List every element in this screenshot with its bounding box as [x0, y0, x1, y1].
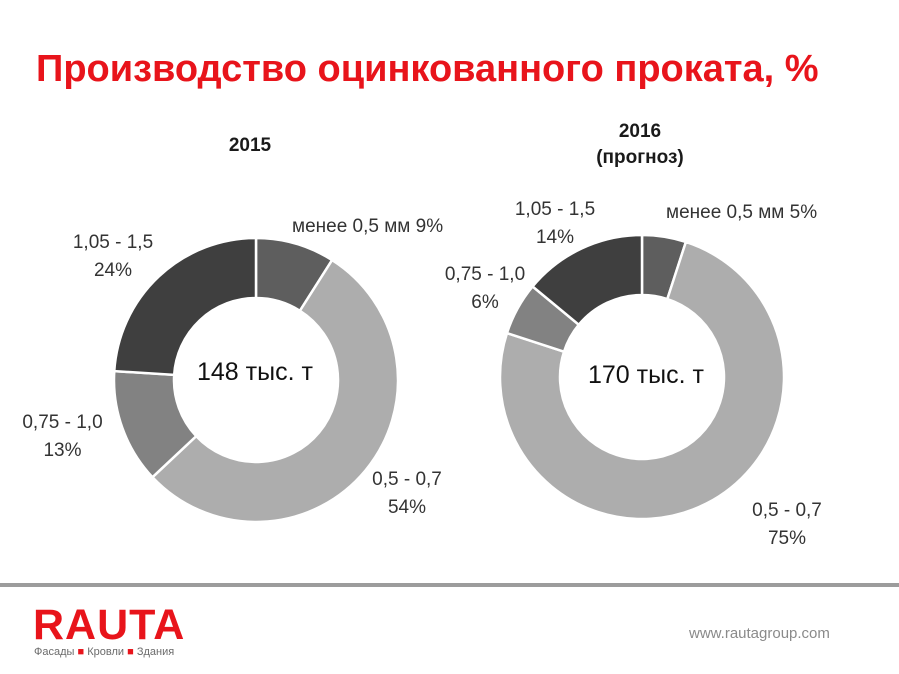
slice-label: 0,5 - 0,7 [372, 469, 442, 490]
slice-value: 75% [767, 528, 807, 549]
chart-2016-subtitle: (прогноз) [596, 147, 684, 168]
chart-2016-label-thin: менее 0,5 мм 5% [666, 199, 817, 227]
slice-label: менее 0,5 мм [292, 216, 411, 237]
slice-label: менее 0,5 мм [666, 202, 785, 223]
chart-2015-slice-4 [112, 236, 258, 377]
chart-2016-slice-4 [530, 233, 644, 327]
rauta-logo: RAUTA [33, 601, 186, 649]
chart-2016-label-1.05: 1,05 - 1,5 14% [490, 196, 620, 252]
chart-2016-slice-2 [498, 240, 786, 521]
chart-2015-label-1.05: 1,05 - 1,5 24% [48, 229, 178, 285]
chart-2015-label-0.75: 0,75 - 1,0 13% [0, 409, 125, 465]
slice-label: 1,05 - 1,5 [514, 199, 596, 220]
slice-label: 1,05 - 1,5 [72, 232, 154, 253]
tagline-item: Фасады [34, 646, 75, 658]
slice-value: 54% [387, 497, 427, 518]
slice-value: 14% [535, 227, 575, 248]
chart-2015-label-0.5: 0,5 - 0,7 54% [342, 466, 472, 522]
tagline-item: Кровли [87, 646, 125, 658]
website-url[interactable]: www.rautagroup.com [689, 625, 830, 642]
slice-value: 5% [789, 202, 818, 223]
slice-label: 0,75 - 1,0 [22, 412, 103, 433]
tagline-item: Здания [136, 646, 175, 658]
slide-title: Производство оцинкованного проката, % [36, 48, 819, 90]
footer-divider [0, 583, 899, 587]
chart-2016-center-label: 170 тыс. т [588, 361, 704, 389]
chart-2015-title: 2015 [228, 135, 272, 156]
chart-2015-slice-2 [150, 258, 400, 524]
tagline-separator-icon: ■ [127, 646, 134, 658]
slice-label: 0,5 - 0,7 [752, 500, 822, 521]
chart-2015-label-thin: менее 0,5 мм 9% [292, 213, 443, 241]
chart-2016-title: 2016 [618, 121, 662, 142]
slice-value: 24% [93, 260, 133, 281]
chart-2015-center-label: 148 тыс. т [197, 358, 313, 386]
slice-value: 9% [415, 216, 444, 237]
chart-2016-label-0.75: 0,75 - 1,0 6% [420, 261, 550, 317]
slice-value: 13% [43, 440, 82, 461]
logo-tagline: Фасады ■ Кровли ■ Здания [34, 646, 174, 658]
chart-2016-label-0.5: 0,5 - 0,7 75% [722, 497, 852, 553]
slice-value: 6% [471, 292, 499, 313]
slice-label: 0,75 - 1,0 [444, 264, 526, 285]
tagline-separator-icon: ■ [77, 646, 85, 658]
